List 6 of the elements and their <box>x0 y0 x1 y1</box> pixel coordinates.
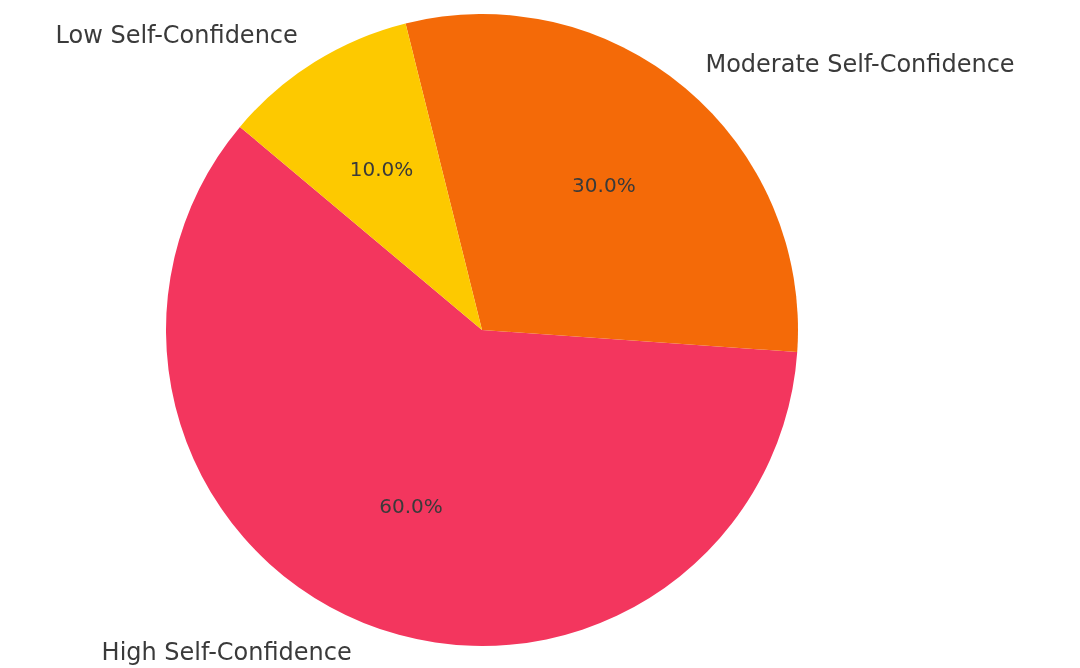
slice-label: Low Self-Confidence <box>55 21 298 50</box>
data-label: 60.0% <box>379 493 443 518</box>
data-label: 10.0% <box>349 157 414 182</box>
data-label: 30.0% <box>572 172 636 197</box>
slice-label: High Self-Confidence <box>101 638 352 667</box>
slice-label: Moderate Self-Confidence <box>705 49 1015 78</box>
